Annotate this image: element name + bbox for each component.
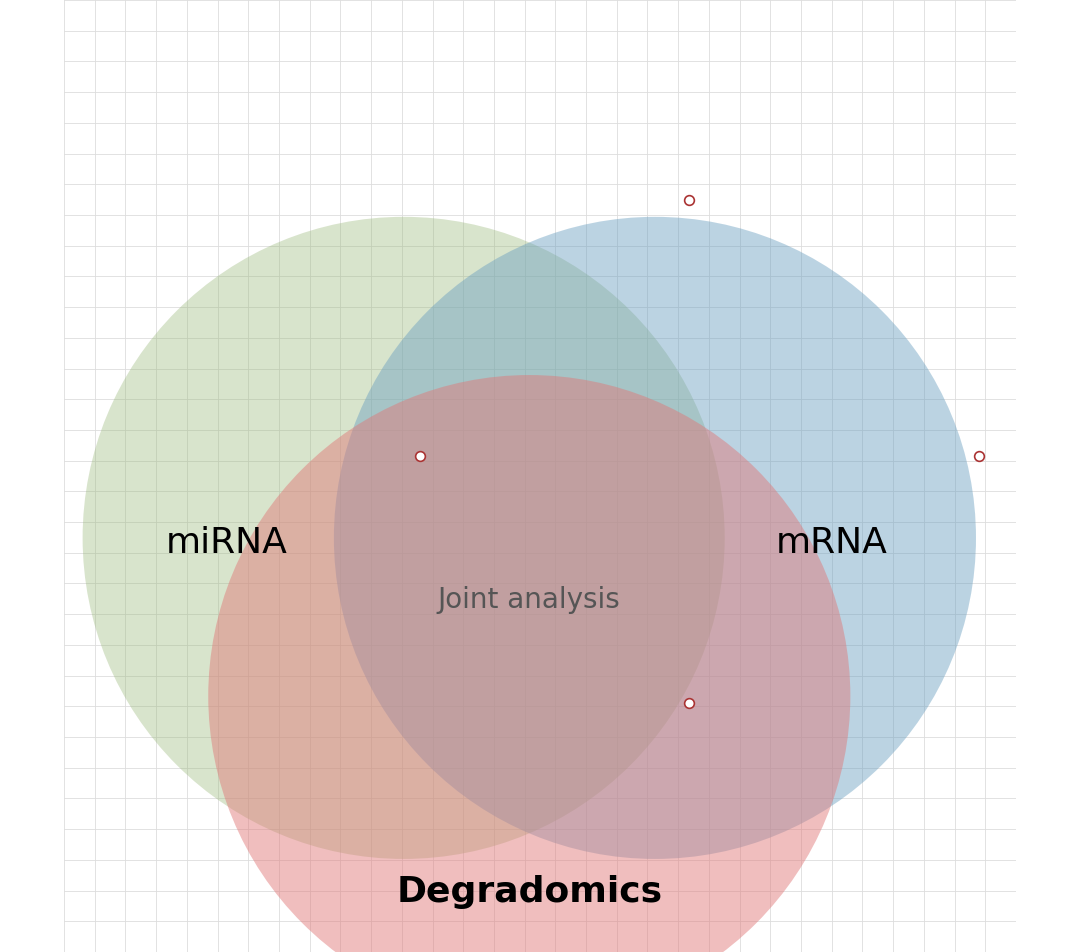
Text: Joint analysis: Joint analysis	[437, 586, 621, 614]
Text: mRNA: mRNA	[775, 526, 888, 560]
Circle shape	[208, 375, 850, 952]
Circle shape	[82, 217, 725, 859]
Circle shape	[334, 217, 976, 859]
Text: miRNA: miRNA	[166, 526, 287, 560]
Text: Degradomics: Degradomics	[396, 875, 662, 908]
